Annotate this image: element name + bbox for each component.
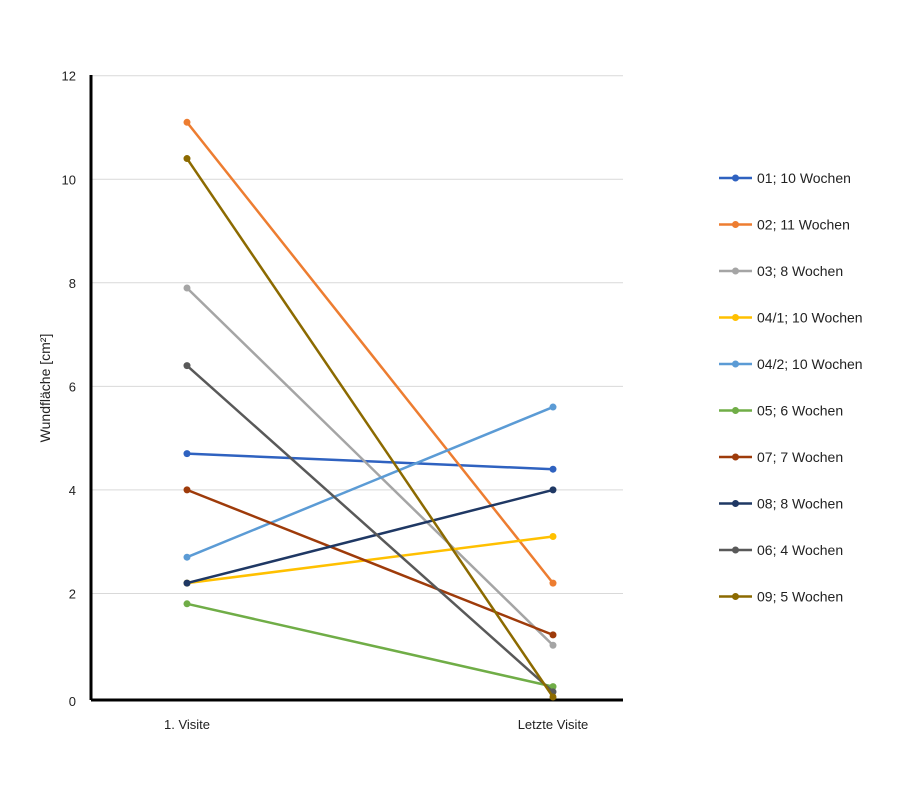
data-point <box>183 579 191 587</box>
series-line <box>186 452 554 471</box>
legend-item: 09; 5 Wochen <box>719 589 843 605</box>
data-point <box>183 118 191 126</box>
data-point <box>549 403 557 411</box>
data-point <box>549 579 557 587</box>
gridlines <box>91 75 623 594</box>
data-point <box>549 683 557 691</box>
legend-marker <box>732 500 739 507</box>
series-line <box>186 121 554 584</box>
y-tick-label: 10 <box>62 172 76 187</box>
series-line <box>185 157 555 698</box>
series-3 <box>183 284 557 649</box>
data-point <box>549 693 557 701</box>
y-axis-label: Wundfläche [cm²] <box>37 334 53 443</box>
y-tick-label: 2 <box>69 586 76 601</box>
data-point <box>549 486 557 494</box>
x-tick-labels: 1. Visite Letzte Visite <box>164 717 588 732</box>
data-point <box>183 155 191 163</box>
legend-marker <box>732 360 739 368</box>
x-tick-label: Letzte Visite <box>518 717 589 732</box>
legend-marker <box>732 221 739 228</box>
data-point <box>183 486 191 494</box>
y-tick-label: 12 <box>62 69 76 84</box>
legend-label: 05; 6 Wochen <box>757 403 843 419</box>
legend-marker <box>732 174 739 182</box>
legend-label: 04/1; 10 Wochen <box>757 310 863 326</box>
legend-label: 03; 8 Wochen <box>757 263 843 279</box>
legend-item: 04/1; 10 Wochen <box>719 310 863 326</box>
series-6 <box>183 600 557 691</box>
legend-marker <box>732 407 739 414</box>
series-line <box>186 602 554 688</box>
series-4 <box>183 532 557 587</box>
series-8 <box>183 486 557 587</box>
legend-label: 06; 4 Wochen <box>757 542 843 558</box>
legend-marker <box>732 453 739 461</box>
series-line <box>186 364 554 693</box>
data-point <box>549 641 557 649</box>
series-line <box>186 535 554 585</box>
legend-item: 08; 8 Wochen <box>719 496 843 512</box>
data-point <box>183 284 191 292</box>
series-9 <box>183 362 557 696</box>
series-group <box>183 118 557 701</box>
legend-item: 03; 8 Wochen <box>719 263 843 279</box>
legend-marker <box>732 546 739 554</box>
legend-marker <box>732 593 739 600</box>
data-point <box>183 553 191 561</box>
series-5 <box>183 403 557 561</box>
legend-item: 05; 6 Wochen <box>719 403 843 419</box>
legend-label: 07; 7 Wochen <box>757 449 843 465</box>
series-line <box>186 287 554 647</box>
series-10 <box>183 155 557 701</box>
data-point <box>183 450 191 458</box>
data-point <box>183 600 191 608</box>
data-point <box>549 631 557 639</box>
series-2 <box>183 118 557 587</box>
series-line <box>186 488 554 637</box>
legend-marker <box>732 314 739 321</box>
data-point <box>183 362 191 370</box>
y-tick-label: 8 <box>69 276 76 291</box>
y-tick-label: 0 <box>69 694 76 709</box>
legend-label: 04/2; 10 Wochen <box>757 356 863 372</box>
data-point <box>549 532 557 540</box>
legend-label: 08; 8 Wochen <box>757 496 843 512</box>
y-tick-label: 4 <box>69 483 76 498</box>
legend: 01; 10 Wochen 02; 11 Wochen 03; 8 Wochen 04… <box>719 170 863 605</box>
legend-item: 04/2; 10 Wochen <box>719 356 863 372</box>
series-1 <box>183 450 557 473</box>
y-tick-label: 6 <box>69 379 76 394</box>
x-tick-label: 1. Visite <box>164 717 210 732</box>
series-line <box>186 405 554 559</box>
legend-item: 02; 11 Wochen <box>719 217 850 233</box>
data-point <box>549 465 557 473</box>
y-tick-labels: 0 2 4 6 8 10 12 <box>62 69 76 709</box>
legend-label: 09; 5 Wochen <box>757 589 843 605</box>
legend-label: 01; 10 Wochen <box>757 170 851 186</box>
series-line <box>186 488 554 585</box>
legend-marker <box>732 267 739 275</box>
legend-label: 02; 11 Wochen <box>757 217 850 233</box>
series-7 <box>183 486 557 639</box>
legend-item: 01; 10 Wochen <box>719 170 851 186</box>
legend-item: 07; 7 Wochen <box>719 449 843 465</box>
legend-item: 06; 4 Wochen <box>719 542 843 558</box>
